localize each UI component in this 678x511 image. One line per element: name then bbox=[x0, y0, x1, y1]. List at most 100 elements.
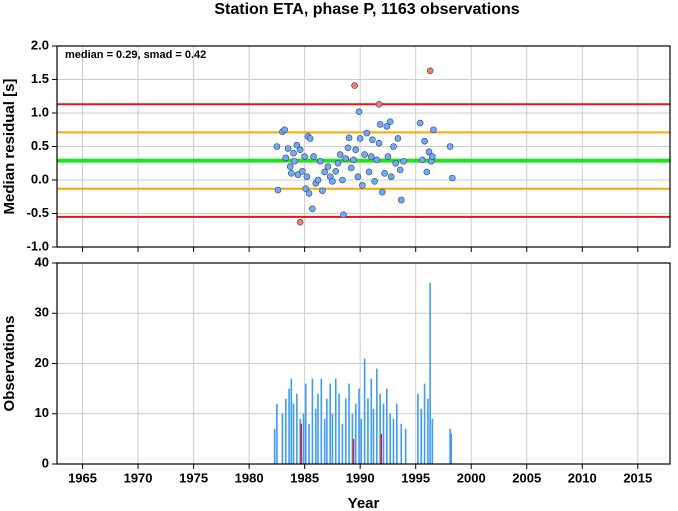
point bbox=[430, 126, 437, 134]
bar bbox=[292, 403, 295, 464]
point bbox=[383, 123, 391, 130]
point bbox=[359, 182, 366, 189]
bar bbox=[392, 418, 395, 464]
y-tick-label: 40 bbox=[35, 254, 49, 269]
y-tick-label: 10 bbox=[35, 405, 49, 420]
bar bbox=[389, 413, 391, 464]
point bbox=[426, 67, 434, 75]
bar bbox=[423, 383, 426, 464]
point bbox=[316, 157, 324, 165]
point bbox=[425, 148, 433, 156]
point bbox=[446, 143, 454, 150]
x-tick-label: 2015 bbox=[623, 470, 652, 485]
bar bbox=[396, 403, 398, 464]
point bbox=[352, 146, 360, 154]
bar bbox=[351, 413, 354, 464]
point bbox=[394, 135, 402, 142]
point bbox=[397, 196, 405, 204]
point bbox=[274, 186, 282, 194]
point bbox=[290, 149, 297, 157]
point bbox=[303, 173, 311, 180]
point bbox=[296, 146, 304, 154]
point bbox=[294, 171, 302, 178]
point bbox=[421, 137, 428, 145]
point bbox=[286, 163, 294, 170]
point bbox=[392, 159, 400, 167]
bar bbox=[308, 423, 310, 464]
point bbox=[387, 173, 395, 180]
point bbox=[350, 156, 357, 164]
point bbox=[329, 178, 336, 185]
x-tick-label: 1975 bbox=[179, 470, 208, 485]
x-tick-label: 1985 bbox=[290, 470, 319, 485]
point bbox=[367, 153, 375, 160]
point bbox=[354, 173, 362, 180]
bar bbox=[431, 418, 434, 464]
bar bbox=[344, 398, 347, 464]
bar bbox=[311, 378, 314, 464]
point bbox=[396, 166, 404, 174]
bar bbox=[427, 398, 429, 464]
point bbox=[301, 153, 308, 160]
y-axis-label: Observations bbox=[1, 316, 18, 412]
plot-frame bbox=[56, 262, 671, 465]
bar bbox=[379, 393, 381, 464]
bar bbox=[334, 378, 337, 464]
point bbox=[376, 121, 384, 128]
point bbox=[351, 82, 358, 89]
bar bbox=[370, 378, 373, 464]
bar bbox=[380, 433, 383, 464]
bar bbox=[450, 433, 453, 464]
x-tick-label: 1990 bbox=[346, 470, 375, 485]
point bbox=[381, 170, 388, 177]
y-tick-label: 0 bbox=[42, 455, 49, 470]
bar bbox=[358, 388, 360, 464]
bar bbox=[299, 418, 302, 464]
y-tick-label: 0.5 bbox=[31, 138, 49, 153]
bar bbox=[386, 388, 388, 464]
point bbox=[345, 134, 353, 142]
point bbox=[386, 118, 394, 126]
point bbox=[365, 168, 373, 176]
bar bbox=[338, 393, 340, 464]
point bbox=[291, 157, 298, 165]
point bbox=[342, 155, 350, 162]
bar bbox=[363, 358, 366, 464]
point bbox=[375, 100, 383, 108]
bar bbox=[284, 398, 287, 464]
y-axis-label: Median residual [s] bbox=[1, 79, 18, 215]
bar bbox=[317, 393, 319, 464]
point bbox=[310, 153, 317, 160]
point bbox=[273, 143, 281, 150]
point bbox=[321, 168, 328, 176]
x-tick-label: 2005 bbox=[512, 470, 541, 485]
point bbox=[416, 119, 424, 127]
bar bbox=[326, 398, 328, 464]
x-tick-label: 2010 bbox=[568, 470, 597, 485]
x-axis-label: Year bbox=[348, 495, 380, 511]
bar bbox=[276, 403, 278, 464]
bar bbox=[329, 383, 331, 464]
point bbox=[369, 136, 376, 144]
x-tick-label: 1965 bbox=[68, 470, 97, 485]
x-tick-label: 1995 bbox=[401, 470, 430, 485]
point bbox=[344, 144, 352, 152]
point bbox=[302, 185, 310, 193]
bar bbox=[323, 418, 326, 464]
y-tick-label: 1.0 bbox=[31, 104, 49, 119]
x-tick-label: 2000 bbox=[457, 470, 486, 485]
point bbox=[309, 205, 316, 213]
point bbox=[284, 145, 292, 152]
y-tick-label: -1.0 bbox=[27, 238, 49, 253]
point bbox=[361, 151, 368, 158]
bar bbox=[420, 408, 423, 464]
bar bbox=[281, 413, 284, 464]
bar bbox=[341, 423, 344, 464]
point bbox=[449, 174, 456, 182]
bar bbox=[404, 428, 407, 464]
y-tick-label: 20 bbox=[35, 355, 49, 370]
point bbox=[384, 153, 392, 160]
x-tick-label: 1980 bbox=[235, 470, 264, 485]
bar bbox=[429, 283, 431, 464]
